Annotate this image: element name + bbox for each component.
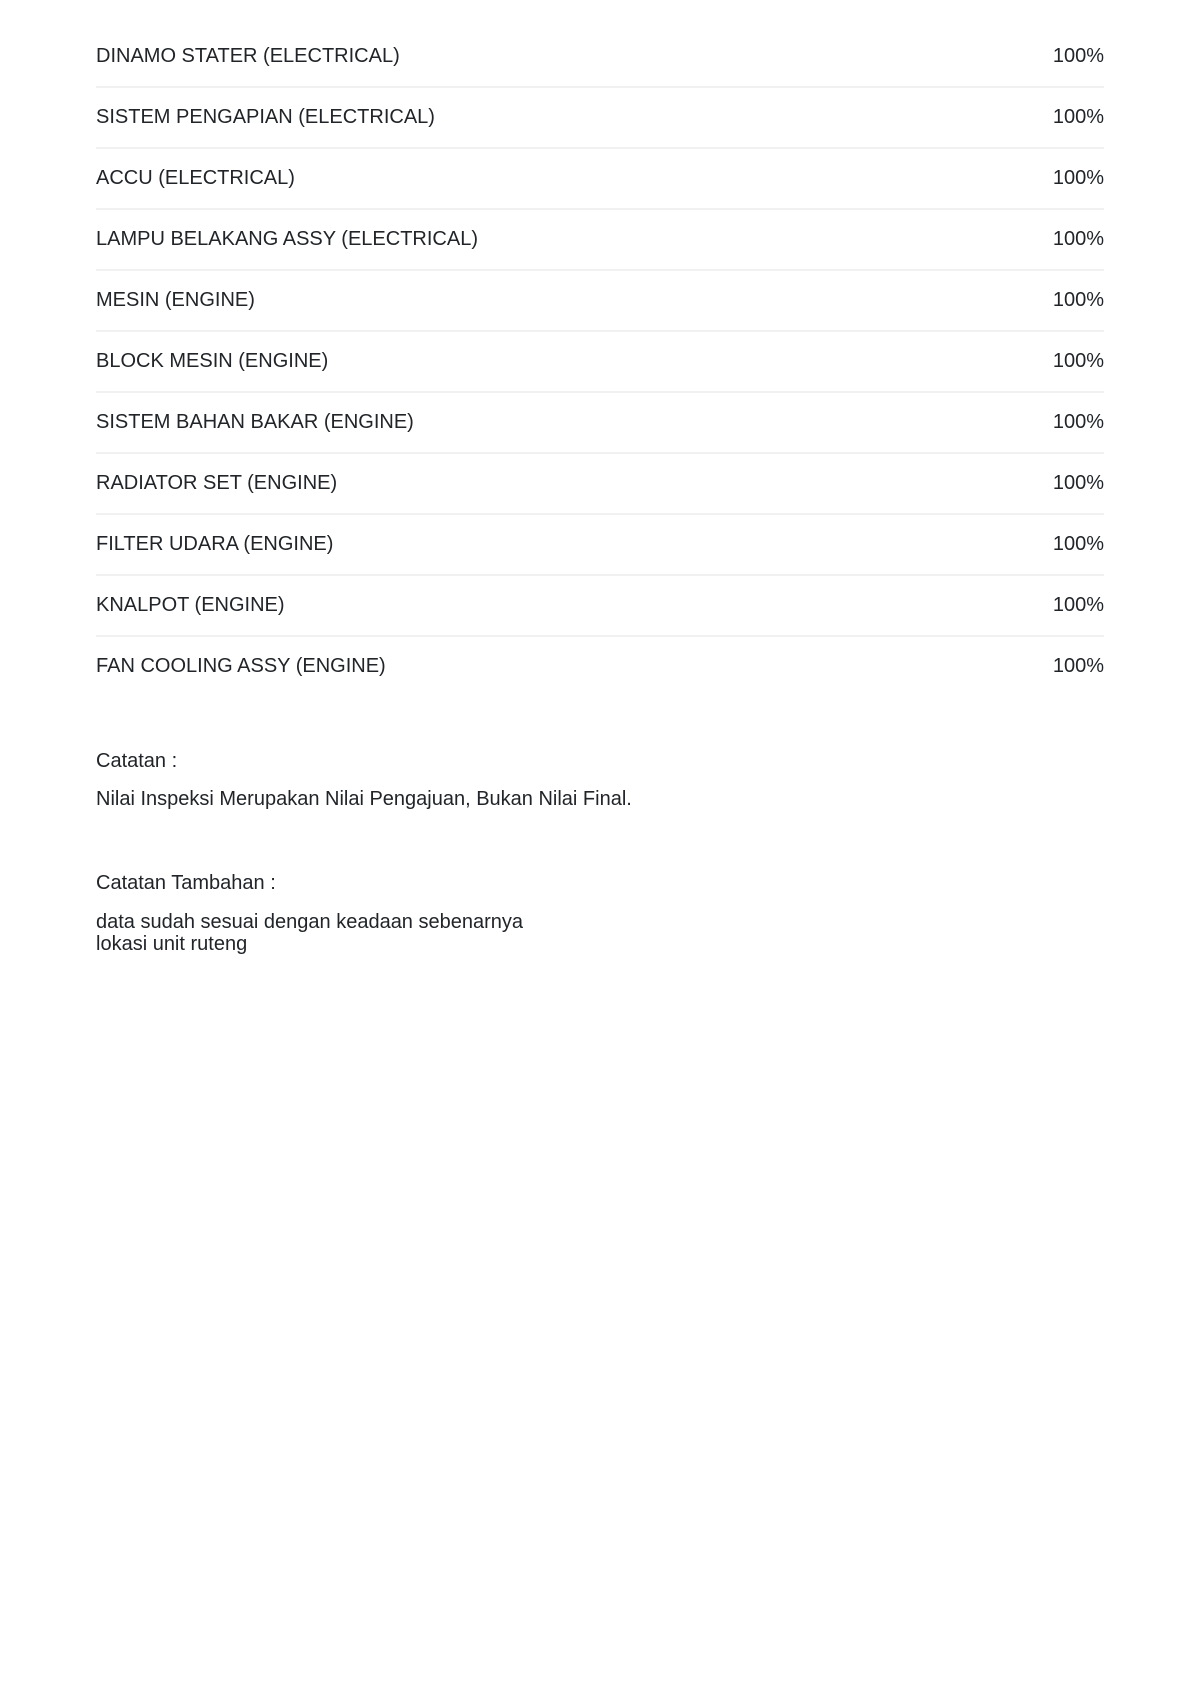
inspection-item-score: 100%	[1052, 411, 1104, 433]
inspection-list: DINAMO STATER (ELECTRICAL) 100% SISTEM P…	[96, 27, 1104, 696]
inspection-row: SISTEM PENGAPIAN (ELECTRICAL) 100%	[96, 88, 1104, 149]
notes-section: Catatan : Nilai Inspeksi Merupakan Nilai…	[96, 750, 1104, 955]
inspection-item-label: ACCU (ELECTRICAL)	[96, 167, 295, 189]
inspection-item-label: MESIN (ENGINE)	[96, 289, 255, 311]
inspection-row: FAN COOLING ASSY (ENGINE) 100%	[96, 637, 1104, 696]
inspection-row: BLOCK MESIN (ENGINE) 100%	[96, 332, 1104, 393]
inspection-item-score: 100%	[1052, 350, 1104, 372]
inspection-item-score: 100%	[1052, 289, 1104, 311]
inspection-item-label: DINAMO STATER (ELECTRICAL)	[96, 45, 400, 67]
inspection-item-score: 100%	[1052, 655, 1104, 677]
additional-notes-line: data sudah sesuai dengan keadaan sebenar…	[96, 911, 524, 933]
inspection-item-label: SISTEM BAHAN BAKAR (ENGINE)	[96, 411, 414, 433]
inspection-item-label: BLOCK MESIN (ENGINE)	[96, 350, 329, 372]
report-page: DINAMO STATER (ELECTRICAL) 100% SISTEM P…	[96, 27, 1104, 955]
inspection-item-score: 100%	[1052, 533, 1104, 555]
inspection-row: KNALPOT (ENGINE) 100%	[96, 576, 1104, 637]
inspection-row: MESIN (ENGINE) 100%	[96, 271, 1104, 332]
inspection-row: DINAMO STATER (ELECTRICAL) 100%	[96, 27, 1104, 88]
inspection-item-label: FILTER UDARA (ENGINE)	[96, 533, 334, 555]
inspection-item-label: KNALPOT (ENGINE)	[96, 594, 285, 616]
inspection-item-score: 100%	[1052, 594, 1104, 616]
inspection-item-label: RADIATOR SET (ENGINE)	[96, 472, 338, 494]
additional-notes-body: data sudah sesuai dengan keadaan sebenar…	[96, 911, 1104, 955]
inspection-item-label: SISTEM PENGAPIAN (ELECTRICAL)	[96, 106, 435, 128]
inspection-item-label: LAMPU BELAKANG ASSY (ELECTRICAL)	[96, 228, 478, 250]
notes-body: Nilai Inspeksi Merupakan Nilai Pengajuan…	[96, 788, 632, 810]
notes-label: Catatan :	[96, 750, 178, 772]
inspection-item-score: 100%	[1052, 167, 1104, 189]
inspection-row: ACCU (ELECTRICAL) 100%	[96, 149, 1104, 210]
inspection-row: FILTER UDARA (ENGINE) 100%	[96, 515, 1104, 576]
inspection-item-score: 100%	[1052, 472, 1104, 494]
additional-notes-line: lokasi unit ruteng	[96, 933, 248, 955]
inspection-item-score: 100%	[1052, 45, 1104, 67]
additional-notes-label: Catatan Tambahan :	[96, 872, 276, 894]
inspection-row: LAMPU BELAKANG ASSY (ELECTRICAL) 100%	[96, 210, 1104, 271]
inspection-row: RADIATOR SET (ENGINE) 100%	[96, 454, 1104, 515]
inspection-row: SISTEM BAHAN BAKAR (ENGINE) 100%	[96, 393, 1104, 454]
inspection-item-score: 100%	[1052, 228, 1104, 250]
inspection-item-score: 100%	[1052, 106, 1104, 128]
inspection-item-label: FAN COOLING ASSY (ENGINE)	[96, 655, 386, 677]
